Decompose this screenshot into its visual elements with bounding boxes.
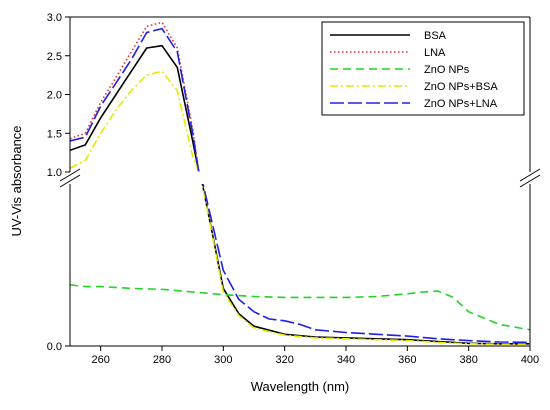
y-tick-label: 1.5 — [47, 128, 62, 140]
y-tick-label: 2.5 — [47, 51, 62, 63]
x-tick-label: 260 — [91, 354, 109, 366]
series-line-lower-lna — [70, 0, 199, 166]
legend-label-zno-nps-lna: ZnO NPs+LNA — [424, 98, 498, 110]
x-tick-label: 400 — [521, 354, 539, 366]
x-tick-label: 280 — [153, 354, 171, 366]
x-tick-label: 380 — [459, 354, 477, 366]
axis-break-left-lower — [59, 174, 81, 188]
legend-label-bsa: BSA — [424, 30, 447, 42]
series-line-lower-bsa — [201, 184, 530, 345]
series-line-upper-zno-nps-lna — [70, 27, 200, 172]
series-line-lower-zno-nps — [70, 284, 530, 331]
x-tick-label: 340 — [337, 354, 355, 366]
y-tick-label: 0.0 — [47, 341, 62, 353]
series-line-lower-zno-nps-lna — [202, 184, 530, 344]
y-tick-label: 3.0 — [47, 12, 62, 24]
axis-break-left-upper — [59, 168, 81, 182]
x-axis-title: Wavelength (nm) — [251, 379, 350, 394]
series-line-upper-lna — [70, 21, 200, 172]
y-axis-title: UV-Vis absorbance — [9, 125, 24, 236]
axis-break-right-upper — [519, 168, 541, 182]
x-tick-label: 320 — [275, 354, 293, 366]
ticks: 260 280 300 320 340 360 380 400 1.0 1.5 2.0 2.5 3.0 0… — [47, 12, 539, 366]
legend-label-lna: LNA — [424, 47, 446, 59]
y-tick-label: 1.0 — [47, 167, 62, 179]
upper-panel-plot-area — [70, 21, 530, 242]
legend-label-zno-nps: ZnO NPs — [424, 64, 470, 76]
legend-label-zno-nps-bsa: ZnO NPs+BSA — [424, 81, 498, 93]
series-line-upper-bsa — [70, 44, 200, 172]
lower-panel-plot-area — [70, 0, 530, 346]
x-tick-label: 300 — [214, 354, 232, 366]
legend-box — [321, 21, 525, 116]
series-line-upper-zno-nps — [70, 223, 530, 242]
series-line-lower-zno-nps-bsa — [201, 184, 530, 346]
x-tick-label: 360 — [398, 354, 416, 366]
y-tick-label: 2.0 — [47, 90, 62, 102]
axis-break-right-lower — [519, 174, 541, 188]
legend: BSA LNA ZnO NPs ZnO NPs+BSA ZnO NPs+LNA — [321, 21, 525, 116]
